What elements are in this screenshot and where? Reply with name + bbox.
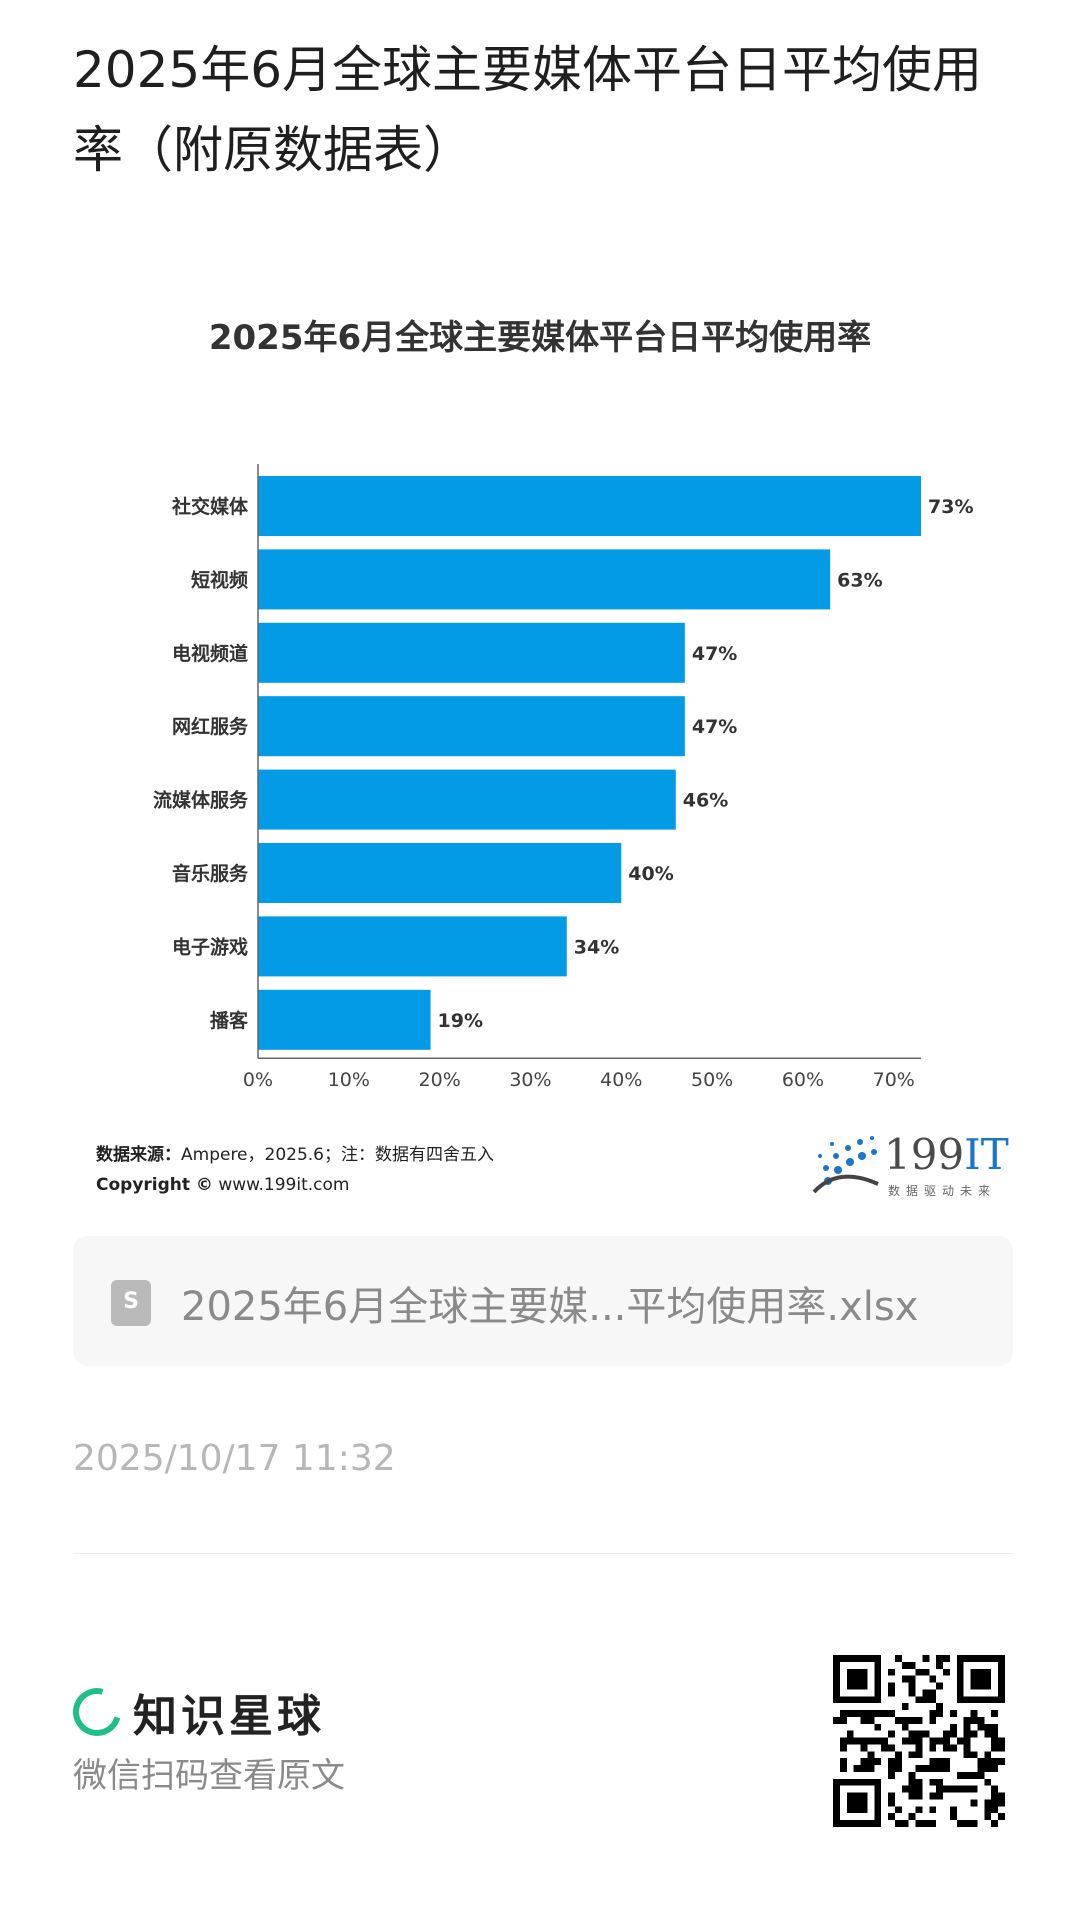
data-label: 19% <box>438 1010 483 1032</box>
planet-ring-icon <box>64 1679 130 1745</box>
bar <box>258 989 431 1050</box>
brand-name: 199IT <box>884 1130 1009 1179</box>
data-label: 47% <box>692 716 737 738</box>
x-tick-label: 30% <box>509 1069 551 1090</box>
bar <box>258 476 921 536</box>
data-label: 46% <box>683 790 728 812</box>
brand-logo: 199IT 数据驱动未来 <box>808 1126 1009 1206</box>
data-label: 63% <box>837 569 882 591</box>
source-label: 数据来源： <box>96 1145 181 1165</box>
source-text: Ampere，2025.6；注：数据有四舍五入 <box>181 1145 494 1165</box>
x-tick-label: 60% <box>782 1069 824 1090</box>
attachment-file-name: 2025年6月全球主要媒...平均使用率.xlsx <box>181 1284 919 1330</box>
divider <box>73 1553 1013 1554</box>
bar <box>258 916 567 977</box>
bar <box>258 622 685 683</box>
planet-name: 知识星球 <box>133 1691 325 1742</box>
chart-source: 数据来源：Ampere，2025.6；注：数据有四舍五入 Copyright ©… <box>96 1140 494 1200</box>
spreadsheet-file-icon: S <box>111 1280 151 1326</box>
bar <box>258 549 831 610</box>
x-tick-label: 10% <box>328 1069 370 1090</box>
attachment-file[interactable]: S 2025年6月全球主要媒...平均使用率.xlsx <box>73 1236 1013 1366</box>
chart-image: 2025年6月全球主要媒体平台日平均使用率 社交媒体 73% 短视频 63% 电视频道 4… <box>0 290 1080 1220</box>
copyright-text: www.199it.com <box>218 1175 350 1195</box>
post-timestamp: 2025/10/17 11:32 <box>73 1438 396 1479</box>
category-label: 流媒体服务 <box>153 789 249 812</box>
x-tick-label: 50% <box>691 1069 733 1090</box>
brand-dots-icon <box>812 1136 879 1194</box>
x-tick-label: 20% <box>419 1069 461 1090</box>
category-label: 播客 <box>210 1009 249 1032</box>
page-title: 2025年6月全球主要媒体平台日平均使用率（附原数据表） <box>73 41 983 179</box>
data-label: 47% <box>692 643 737 665</box>
brand-subtitle: 数据驱动未来 <box>888 1184 997 1198</box>
bar-chart: 社交媒体 73% 短视频 63% 电视频道 47% 网红服务 47% 流媒体服务 46% 音乐服务 4… <box>153 464 973 1090</box>
data-label: 40% <box>628 863 673 885</box>
x-tick-label: 0% <box>243 1069 273 1090</box>
data-label: 34% <box>574 936 619 958</box>
category-label: 电视频道 <box>172 642 248 665</box>
scan-hint: 微信扫码查看原文 <box>73 1756 345 1796</box>
category-label: 短视频 <box>191 568 248 591</box>
bar <box>258 769 676 830</box>
chart-title: 2025年6月全球主要媒体平台日平均使用率 <box>208 318 872 358</box>
bar <box>258 696 685 757</box>
category-label: 社交媒体 <box>171 495 249 518</box>
x-tick-label: 40% <box>600 1069 642 1090</box>
copyright-label: Copyright © <box>96 1175 213 1195</box>
category-label: 电子游戏 <box>172 935 248 958</box>
category-label: 音乐服务 <box>172 862 249 885</box>
data-label: 73% <box>928 496 973 518</box>
qr-code-icon[interactable] <box>833 1655 1005 1827</box>
category-label: 网红服务 <box>172 715 249 738</box>
x-tick-label: 70% <box>873 1069 915 1090</box>
bar <box>258 843 622 903</box>
